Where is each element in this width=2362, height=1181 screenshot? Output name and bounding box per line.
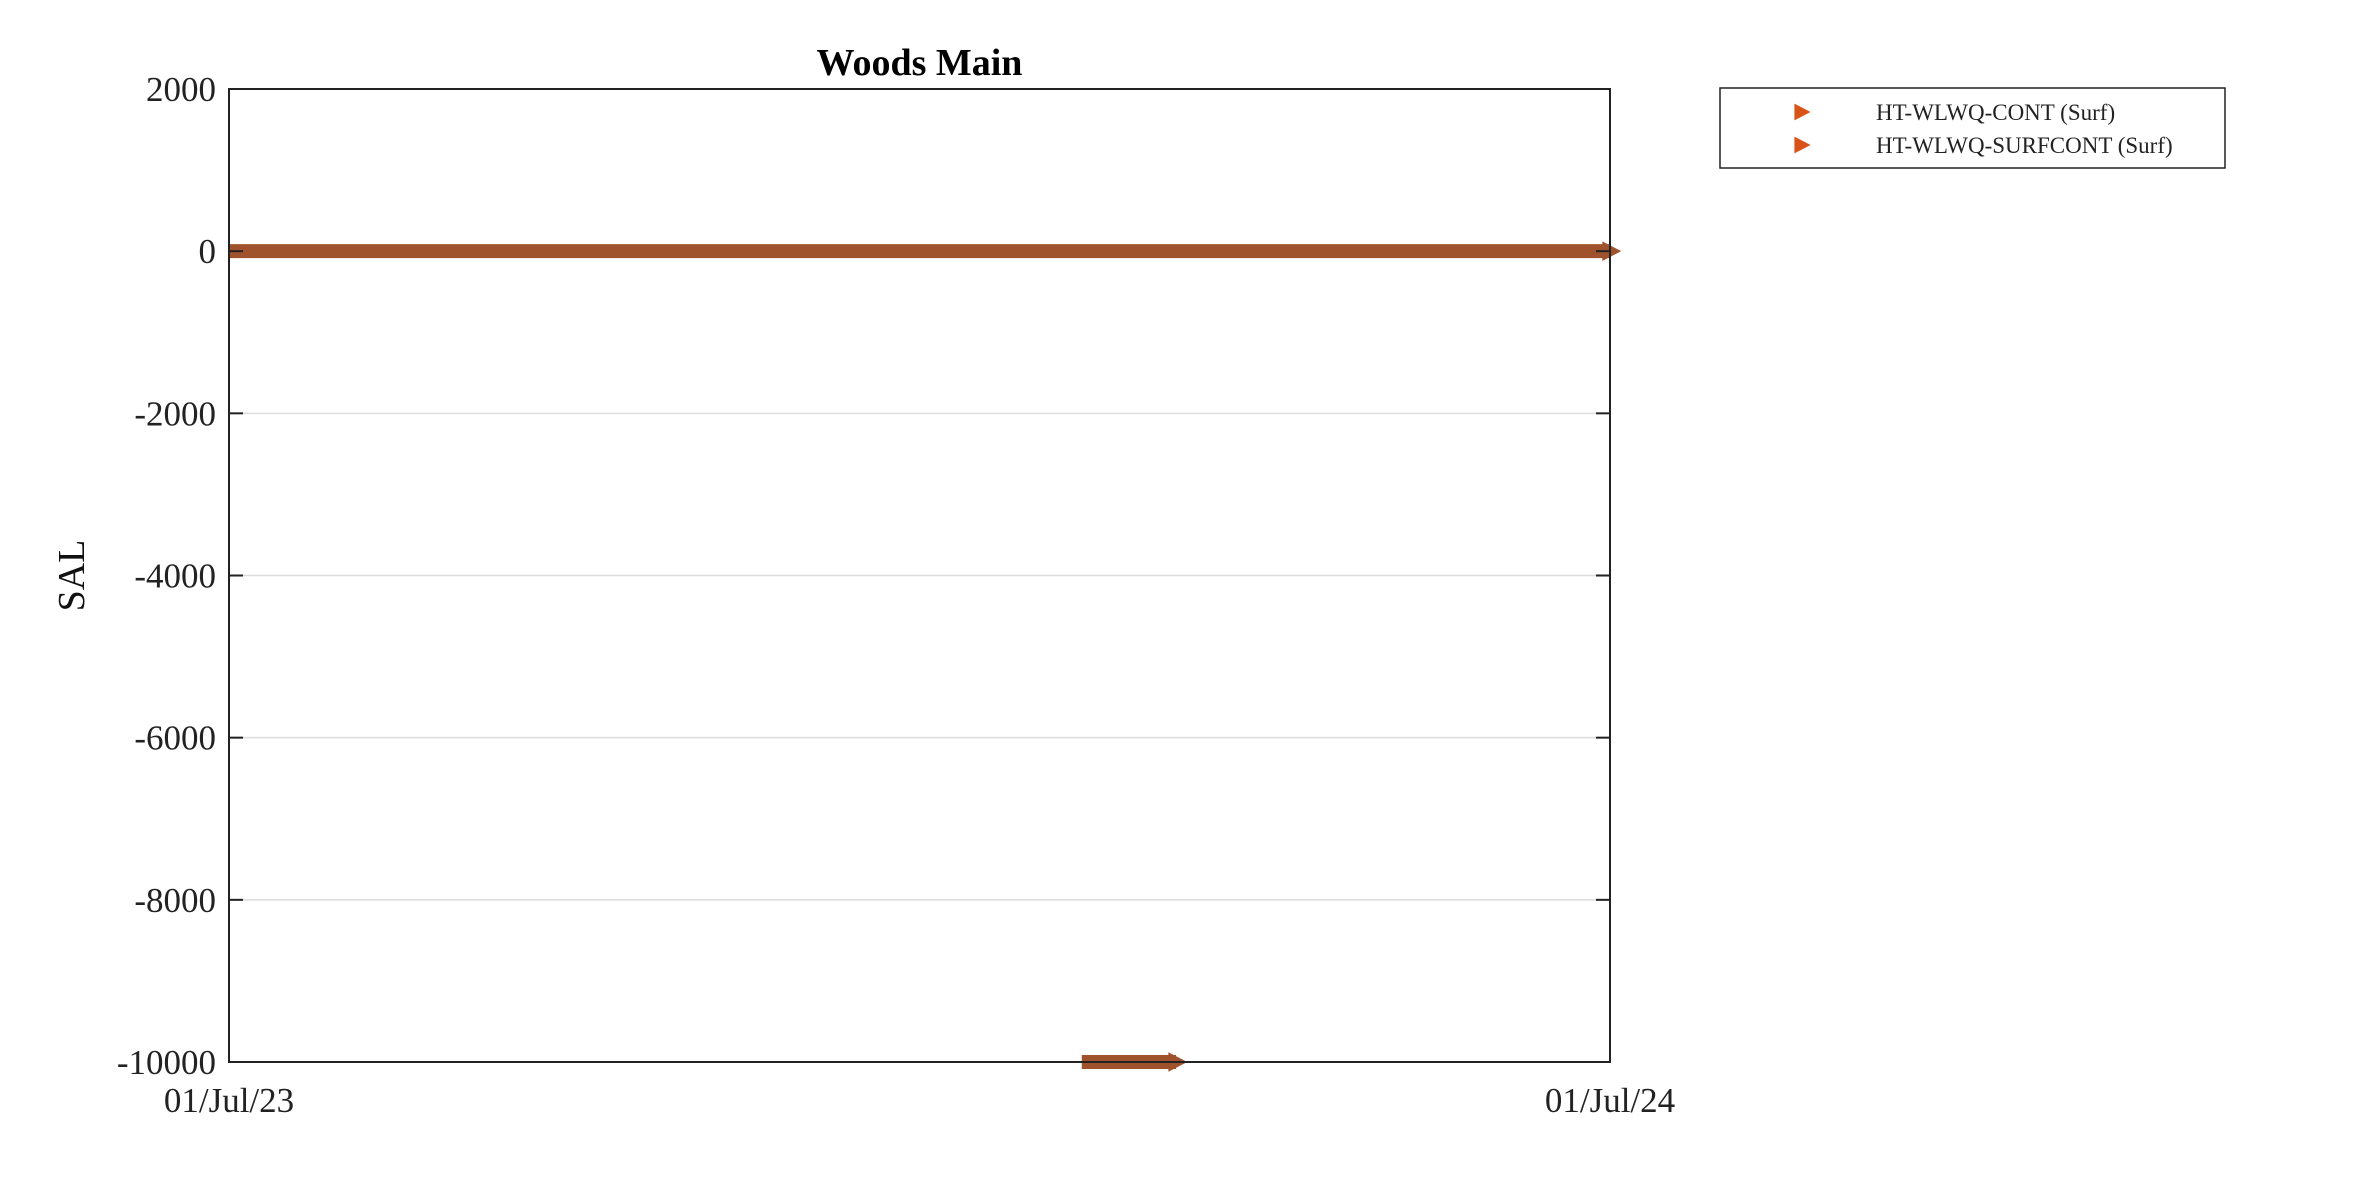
y-tick-label: 2000: [146, 70, 216, 109]
data-point-marker: [1602, 241, 1622, 261]
legend-marker: [1794, 103, 1811, 121]
grid-lines: [229, 250, 1610, 901]
y-tick-label: -2000: [134, 394, 216, 433]
legend: HT-WLWQ-CONT (Surf) HT-WLWQ-SURFCONT (Sur…: [1719, 87, 2226, 169]
legend-box: [1719, 87, 2226, 169]
chart-title: Woods Main: [817, 42, 1023, 84]
legend-entry-label: HT-WLWQ-SURFCONT (Surf): [1876, 133, 2173, 158]
y-axis-label: SAL: [51, 540, 93, 612]
y-tick-label: -4000: [134, 557, 216, 596]
x-tick-label: 01/Jul/24: [1545, 1081, 1675, 1120]
y-tick-label: -10000: [117, 1043, 216, 1082]
legend-marker: [1794, 136, 1811, 154]
y-tick-label: 0: [199, 232, 217, 271]
legend-entry-label: HT-WLWQ-CONT (Surf): [1876, 100, 2115, 125]
axis-ticks: 2000 0 -2000 -4000 -6000 -8000 -1000001/Jul/23…: [117, 70, 1675, 1120]
y-tick-label: -8000: [134, 881, 216, 920]
x-tick-label: 01/Jul/23: [164, 1081, 294, 1120]
y-tick-label: -6000: [134, 719, 216, 758]
plot-data: [229, 241, 1622, 1072]
